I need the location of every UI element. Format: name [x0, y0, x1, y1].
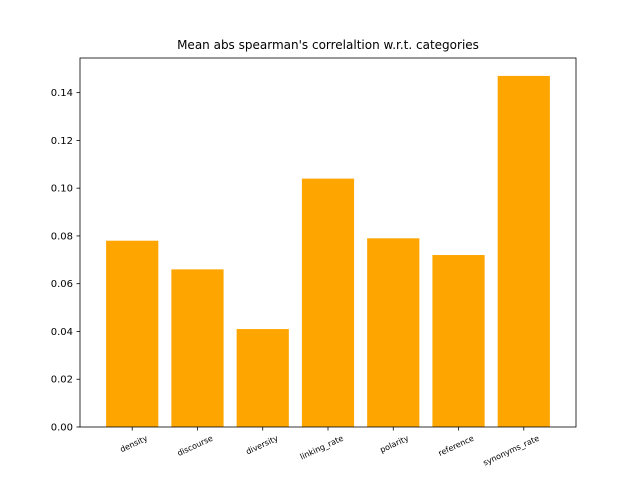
y-tick-label: 0.00 [51, 423, 73, 434]
bar-synonyms-rate [497, 75, 550, 427]
y-tick-label: 0.04 [51, 327, 73, 338]
bar-density [106, 240, 159, 427]
y-tick-label: 0.14 [51, 88, 73, 99]
bar-reference [432, 255, 485, 427]
plot-frame [79, 57, 577, 428]
y-tick-label: 0.06 [51, 279, 73, 290]
bar-discourse [171, 269, 224, 427]
y-axis: 0.00 0.02 0.04 0.06 0.08 0.10 0.12 0.14 [51, 88, 80, 434]
bar-polarity [367, 238, 420, 427]
y-tick-label: 0.10 [51, 184, 73, 195]
y-tick-label: 0.08 [51, 231, 73, 242]
bar-diversity [236, 329, 289, 427]
y-tick-label: 0.02 [51, 375, 73, 386]
bar-linking-rate [301, 178, 355, 427]
bars-group [106, 75, 550, 427]
y-tick-label: 0.12 [51, 136, 73, 147]
chart-title: Mean abs spearman's correlaltion w.r.t. … [177, 38, 479, 52]
